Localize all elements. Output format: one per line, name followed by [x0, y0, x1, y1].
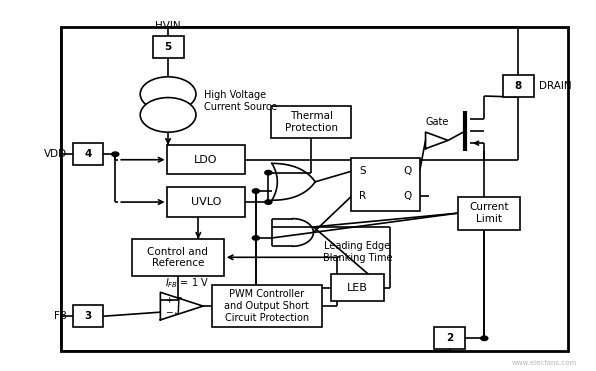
Text: $I_{FB}$ = 1 V: $I_{FB}$ = 1 V [164, 277, 209, 290]
Text: 8: 8 [514, 81, 522, 91]
Text: Current
Limit: Current Limit [470, 202, 509, 224]
Text: $\int$: $\int$ [173, 295, 184, 317]
Text: 4: 4 [84, 149, 92, 159]
Circle shape [252, 189, 259, 193]
Bar [212, 285, 322, 327]
Bar [73, 305, 104, 327]
Bar [61, 27, 568, 351]
Text: VDD: VDD [44, 149, 67, 159]
Bar [331, 274, 384, 302]
Text: High Voltage
Current Source: High Voltage Current Source [204, 90, 277, 112]
Bar [153, 36, 184, 59]
Text: 3: 3 [85, 311, 92, 321]
Text: 2: 2 [446, 333, 454, 343]
Bar [434, 327, 465, 349]
Circle shape [252, 236, 259, 240]
Circle shape [265, 200, 272, 204]
Bar [132, 239, 224, 276]
Circle shape [140, 98, 196, 132]
Text: HVIN: HVIN [156, 21, 181, 31]
Text: DRAIN: DRAIN [539, 81, 572, 91]
Circle shape [481, 336, 488, 341]
Bar [73, 143, 104, 165]
Text: LDO: LDO [194, 155, 218, 165]
Text: −: − [165, 308, 173, 317]
Text: Leading Edge
Blanking Time: Leading Edge Blanking Time [322, 241, 392, 263]
Text: S: S [359, 166, 366, 176]
Text: Thermal
Protection: Thermal Protection [285, 111, 338, 133]
Text: Q: Q [403, 191, 412, 201]
Text: FB: FB [54, 311, 67, 321]
Bar [352, 158, 420, 211]
Bar [167, 145, 244, 174]
Text: +: + [165, 296, 173, 305]
Text: UVLO: UVLO [191, 197, 221, 207]
Text: www.elecfans.com: www.elecfans.com [511, 360, 577, 366]
Text: R: R [359, 191, 366, 201]
Circle shape [265, 170, 272, 175]
Text: 5: 5 [164, 42, 172, 52]
Bar [271, 106, 352, 138]
Bar [458, 197, 520, 230]
Text: LEB: LEB [347, 283, 368, 293]
Bar [167, 187, 244, 217]
Circle shape [111, 152, 119, 157]
Bar [502, 75, 533, 97]
Text: Control and
Reference: Control and Reference [147, 246, 209, 268]
Text: PWM Controller
and Output Short
Circuit Protection: PWM Controller and Output Short Circuit … [225, 289, 309, 323]
Text: Q: Q [403, 166, 412, 176]
Text: Gate: Gate [425, 116, 449, 127]
Circle shape [140, 77, 196, 111]
